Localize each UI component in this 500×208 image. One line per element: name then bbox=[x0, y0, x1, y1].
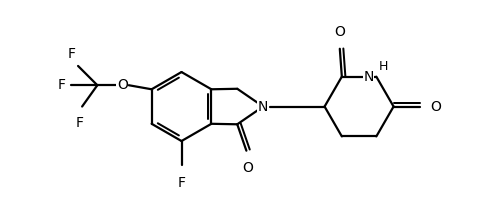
Text: N: N bbox=[258, 100, 268, 114]
Text: F: F bbox=[68, 47, 76, 61]
Text: F: F bbox=[76, 116, 84, 130]
Text: H: H bbox=[379, 60, 388, 73]
Text: O: O bbox=[242, 161, 253, 175]
Text: O: O bbox=[430, 100, 441, 114]
Text: N: N bbox=[364, 70, 374, 84]
Text: F: F bbox=[58, 78, 66, 92]
Text: F: F bbox=[178, 176, 186, 189]
Text: O: O bbox=[334, 25, 345, 39]
Text: O: O bbox=[117, 78, 128, 92]
